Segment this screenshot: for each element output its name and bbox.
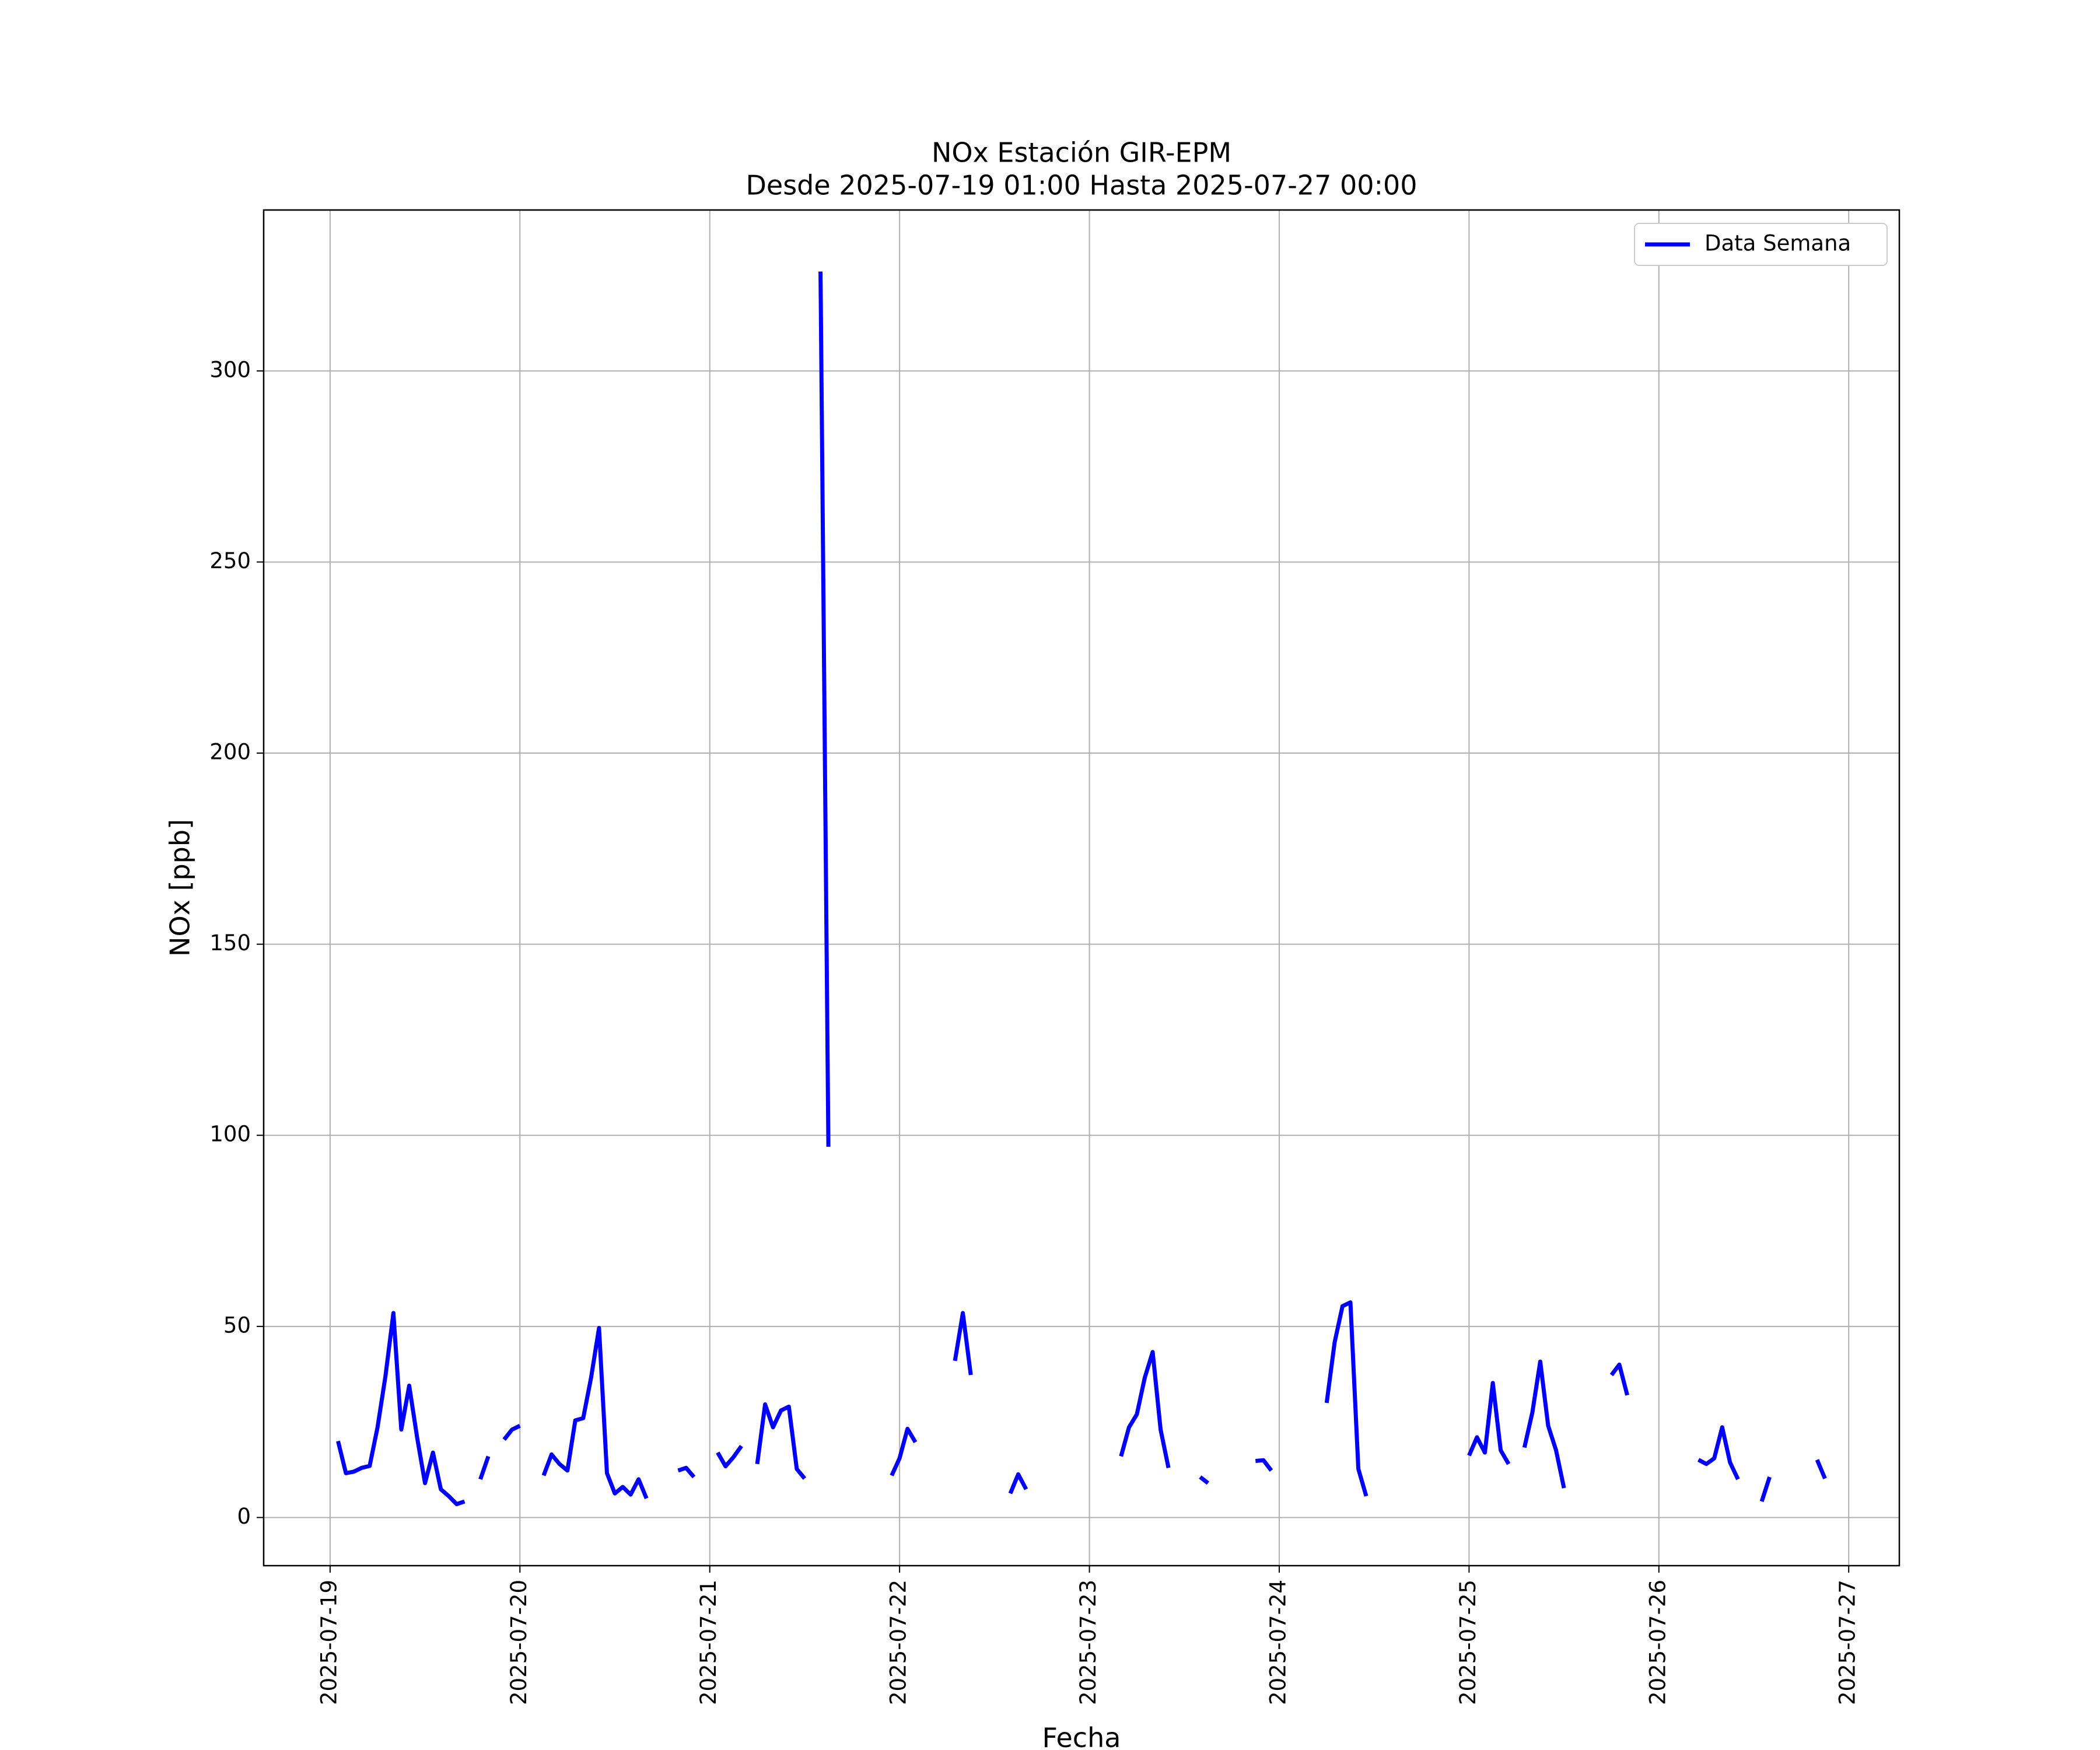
y-tick-label: 150 (209, 930, 251, 956)
y-tick-label: 50 (223, 1312, 251, 1338)
x-tick-label: 2025-07-25 (1455, 1580, 1480, 1705)
x-tick-label: 2025-07-23 (1076, 1580, 1101, 1705)
plot-frame (262, 209, 1901, 1567)
x-tick-label: 2025-07-22 (886, 1580, 911, 1705)
chart-title: NOx Estación GIR-EPM (932, 137, 1231, 169)
y-axis-label: NOx [ppb] (164, 819, 196, 957)
data-line (336, 271, 1827, 1506)
legend (1634, 223, 1888, 266)
y-tick-label: 100 (209, 1122, 251, 1147)
x-tick-label: 2025-07-26 (1645, 1580, 1670, 1705)
x-tick-label: 2025-07-21 (696, 1580, 721, 1705)
x-tick-label: 2025-07-20 (506, 1580, 531, 1705)
y-tick-label: 200 (209, 740, 251, 765)
x-axis-label: Fecha (1042, 1722, 1121, 1750)
x-tick-label: 2025-07-27 (1835, 1580, 1860, 1705)
legend-label: Data Semana (1704, 231, 1851, 256)
y-tick-label: 0 (237, 1504, 251, 1529)
y-tick-label: 250 (209, 548, 251, 573)
y-tick-label: 300 (209, 357, 251, 382)
x-tick-label: 2025-07-19 (316, 1580, 341, 1705)
x-tick-label: 2025-07-24 (1265, 1580, 1290, 1705)
chart-subtitle: Desde 2025-07-19 01:00 Hasta 2025-07-27 … (746, 170, 1417, 201)
